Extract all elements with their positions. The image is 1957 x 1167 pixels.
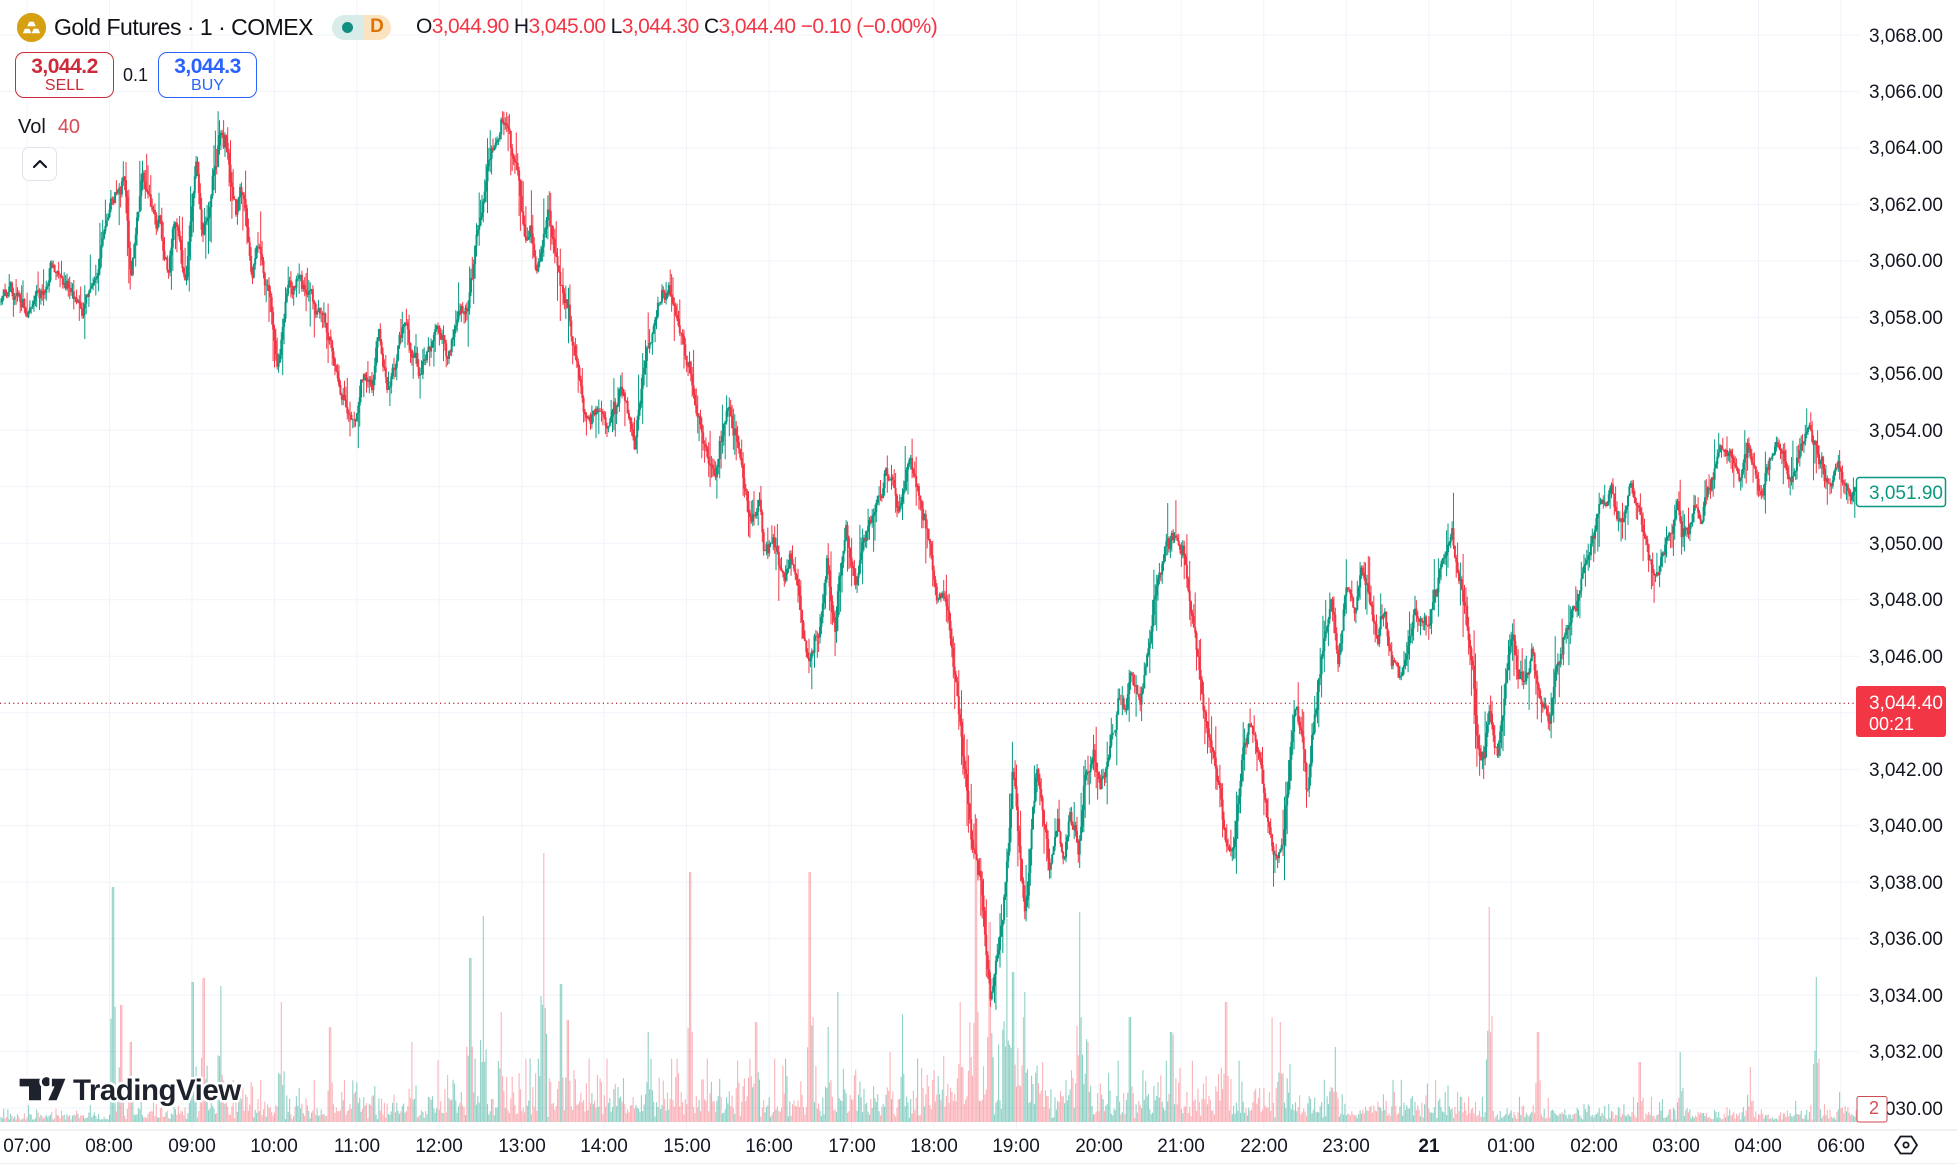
- svg-text:09:00: 09:00: [168, 1136, 216, 1157]
- svg-text:07:00: 07:00: [3, 1136, 51, 1157]
- svg-text:02:00: 02:00: [1570, 1136, 1618, 1157]
- svg-text:21:00: 21:00: [1157, 1136, 1205, 1157]
- svg-text:22:00: 22:00: [1240, 1136, 1288, 1157]
- svg-text:00:21: 00:21: [1869, 714, 1914, 734]
- svg-text:15:00: 15:00: [663, 1136, 711, 1157]
- svg-text:3,042.00: 3,042.00: [1869, 760, 1943, 781]
- svg-text:3,036.00: 3,036.00: [1869, 929, 1943, 950]
- svg-text:13:00: 13:00: [498, 1136, 546, 1157]
- svg-text:3,050.00: 3,050.00: [1869, 534, 1943, 555]
- svg-text:3,054.00: 3,054.00: [1869, 421, 1943, 442]
- svg-text:21: 21: [1418, 1136, 1440, 1157]
- svg-text:3,068.00: 3,068.00: [1869, 26, 1943, 47]
- svg-text:3,032.00: 3,032.00: [1869, 1042, 1943, 1063]
- svg-text:14:00: 14:00: [580, 1136, 628, 1157]
- svg-text:03:00: 03:00: [1652, 1136, 1700, 1157]
- svg-text:TradingView: TradingView: [73, 1074, 241, 1107]
- svg-text:12:00: 12:00: [415, 1136, 463, 1157]
- svg-text:3,058.00: 3,058.00: [1869, 308, 1943, 329]
- svg-text:06:00: 06:00: [1817, 1136, 1865, 1157]
- svg-text:3,046.00: 3,046.00: [1869, 647, 1943, 668]
- svg-text:2: 2: [1869, 1098, 1879, 1118]
- svg-text:10:00: 10:00: [250, 1136, 298, 1157]
- svg-text:23:00: 23:00: [1322, 1136, 1370, 1157]
- svg-text:3,038.00: 3,038.00: [1869, 873, 1943, 894]
- svg-text:01:00: 01:00: [1487, 1136, 1535, 1157]
- svg-text:18:00: 18:00: [910, 1136, 958, 1157]
- svg-text:20:00: 20:00: [1075, 1136, 1123, 1157]
- svg-text:3,060.00: 3,060.00: [1869, 251, 1943, 272]
- svg-text:16:00: 16:00: [745, 1136, 793, 1157]
- svg-text:04:00: 04:00: [1734, 1136, 1782, 1157]
- svg-text:3,034.00: 3,034.00: [1869, 986, 1943, 1007]
- svg-text:3,051.90: 3,051.90: [1869, 483, 1943, 504]
- svg-text:3,062.00: 3,062.00: [1869, 195, 1943, 216]
- svg-text:3,066.00: 3,066.00: [1869, 82, 1943, 103]
- svg-text:3,044.40: 3,044.40: [1869, 693, 1943, 714]
- svg-text:11:00: 11:00: [334, 1136, 380, 1157]
- svg-text:3,040.00: 3,040.00: [1869, 816, 1943, 837]
- svg-text:17:00: 17:00: [828, 1136, 876, 1157]
- svg-text:19:00: 19:00: [992, 1136, 1040, 1157]
- svg-text:3,056.00: 3,056.00: [1869, 364, 1943, 385]
- svg-text:3,048.00: 3,048.00: [1869, 590, 1943, 611]
- svg-text:3,064.00: 3,064.00: [1869, 138, 1943, 159]
- svg-text:08:00: 08:00: [85, 1136, 133, 1157]
